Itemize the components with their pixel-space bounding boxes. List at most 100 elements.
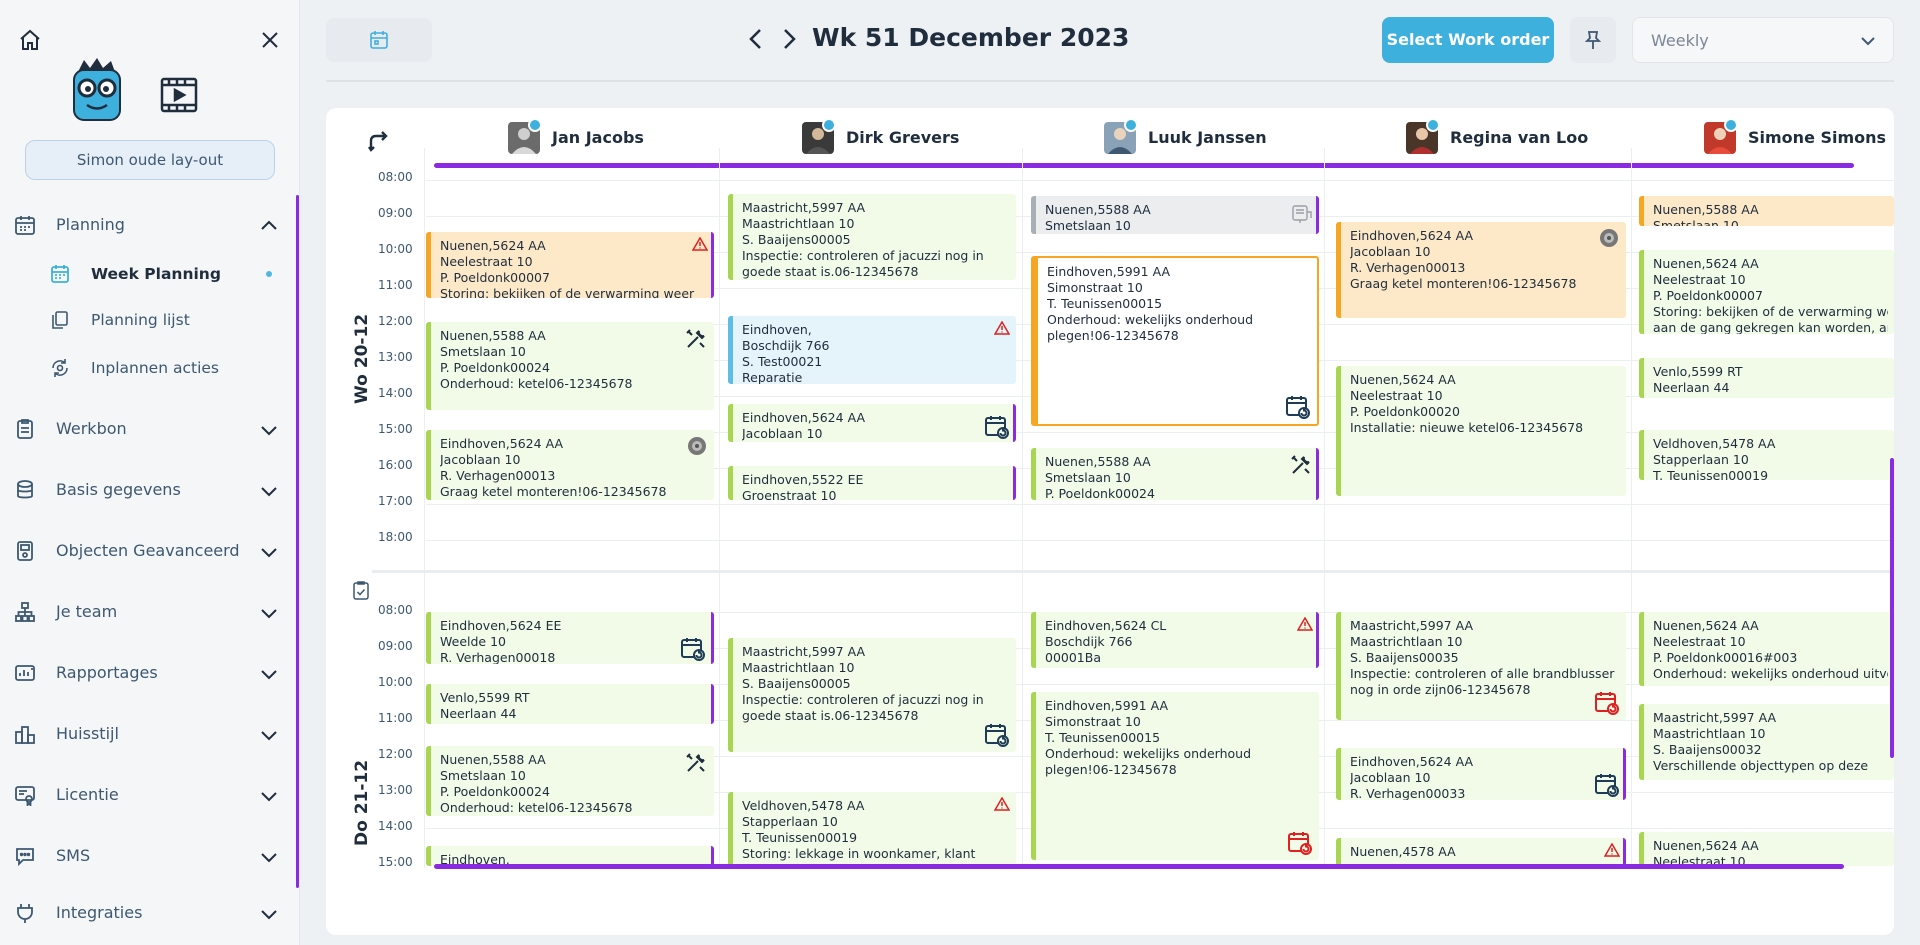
gear-icon bbox=[1600, 229, 1618, 247]
card-line: Inspectie: controleren of alle brandblus… bbox=[1350, 666, 1615, 681]
sidebar-item-rapportages[interactable]: Rapportages bbox=[0, 653, 296, 693]
swap-axes-icon[interactable] bbox=[366, 128, 392, 154]
sidebar-item-basis-gegevens[interactable]: Basis gegevens bbox=[0, 470, 296, 510]
card-line: T. Teunissen00015 bbox=[1047, 296, 1163, 311]
sidebar-item-werkbon[interactable]: Werkbon bbox=[0, 409, 296, 449]
sidebar-item-je-team[interactable]: Je team bbox=[0, 592, 296, 632]
vertical-scrollbar[interactable] bbox=[1890, 458, 1894, 758]
sidebar-item-label: Licentie bbox=[56, 785, 119, 804]
card-line: Maastricht,5997 AA bbox=[742, 644, 866, 659]
work-order-card[interactable]: Venlo,5599 RT Neerlaan 44 bbox=[426, 684, 714, 724]
card-line: Smetslaan 10 bbox=[440, 768, 526, 783]
license-icon bbox=[15, 786, 35, 806]
chevron-down-icon[interactable] bbox=[258, 541, 280, 563]
warning-icon bbox=[1604, 843, 1620, 857]
work-order-card[interactable]: Eindhoven,5522 EE Groenstraat 10 bbox=[728, 466, 1016, 500]
warning-icon bbox=[692, 237, 708, 251]
work-order-card[interactable]: Eindhoven, bbox=[426, 846, 714, 866]
view-mode-select[interactable]: Weekly bbox=[1632, 17, 1894, 63]
card-line: R. Verhagen00033 bbox=[1350, 786, 1466, 800]
next-week-button[interactable] bbox=[778, 26, 800, 52]
work-order-card[interactable]: Nuenen,5624 AA Neelestraat 10 P. Poeldon… bbox=[1639, 250, 1894, 334]
chevron-down-icon[interactable] bbox=[258, 785, 280, 807]
date-picker-button[interactable] bbox=[326, 18, 432, 62]
card-line: Maastricht,5997 AA bbox=[1653, 710, 1777, 725]
work-order-card-selected[interactable]: Eindhoven,5991 AA Simonstraat 10 T. Teun… bbox=[1031, 256, 1319, 426]
sidebar-item-huisstijl[interactable]: Huisstijl bbox=[0, 714, 296, 754]
work-order-card[interactable]: Eindhoven, Boschdijk 766 S. Test00021 Re… bbox=[728, 316, 1016, 384]
work-order-card[interactable]: Eindhoven,5624 AA Jacoblaan 10 R. Verhag… bbox=[1336, 222, 1626, 318]
card-line: goede staat is.06-12345678 bbox=[742, 264, 919, 279]
sidebar-item-planning-lijst[interactable]: Planning lijst bbox=[0, 302, 296, 338]
sidebar-item-planning[interactable]: Planning bbox=[0, 205, 296, 245]
chevron-up-icon[interactable] bbox=[258, 215, 280, 237]
sidebar-item-label: Planning lijst bbox=[91, 311, 190, 329]
pin-icon bbox=[1584, 31, 1602, 49]
sidebar-item-objecten-geavanceerd[interactable]: Objecten Geavanceerd bbox=[0, 531, 296, 571]
home-icon[interactable] bbox=[18, 28, 42, 52]
card-line: Nuenen,5624 AA bbox=[1350, 372, 1456, 387]
work-order-card[interactable]: Nuenen,5624 AA Neelestraat 10 P. Poeldon… bbox=[426, 232, 714, 298]
work-order-card[interactable]: Eindhoven,5624 CL Boschdijk 766 00001Ba bbox=[1031, 612, 1319, 668]
pin-button[interactable] bbox=[1570, 17, 1616, 63]
card-line: P. Poeldonk00024 bbox=[440, 360, 550, 375]
card-line: plegen!06-12345678 bbox=[1047, 328, 1179, 343]
work-order-card[interactable]: Eindhoven,5624 AA Jacoblaan 10 R. Verhag… bbox=[426, 430, 714, 500]
work-order-card[interactable]: Nuenen,5588 AA Smetslaan 10 P. Poeldonk0… bbox=[426, 746, 714, 816]
work-order-card[interactable]: Nuenen,5588 AA Smetslaan 10 P. Poeldonk0… bbox=[426, 322, 714, 410]
chevron-down-icon[interactable] bbox=[258, 903, 280, 925]
day-label: Do 21-12 bbox=[352, 759, 372, 846]
work-order-card[interactable]: Nuenen,5588 AA Smetslaan 10 bbox=[1639, 196, 1894, 226]
sidebar-item-inplannen-acties[interactable]: Inplannen acties bbox=[0, 350, 296, 386]
video-icon[interactable] bbox=[160, 76, 198, 114]
work-order-card[interactable]: Maastricht,5997 AA Maastrichtlaan 10 S. … bbox=[1639, 704, 1894, 780]
sidebar-item-integraties[interactable]: Integraties bbox=[0, 893, 296, 933]
select-work-order-button[interactable]: Select Work order bbox=[1382, 17, 1554, 63]
sidebar-item-week-planning[interactable]: Week Planning bbox=[0, 256, 296, 292]
chevron-down-icon[interactable] bbox=[258, 419, 280, 441]
time-label: 09:00 bbox=[378, 206, 413, 220]
column-divider bbox=[1631, 148, 1632, 868]
work-order-card[interactable]: Nuenen,5624 AA Neelestraat 10 P. Poeldon… bbox=[1336, 366, 1626, 496]
work-order-card[interactable]: Maastricht,5997 AA Maastrichtlaan 10 S. … bbox=[728, 638, 1016, 752]
badge-icon bbox=[822, 118, 836, 132]
chevron-down-icon[interactable] bbox=[258, 663, 280, 685]
work-order-card[interactable]: Venlo,5599 RT Neerlaan 44 bbox=[1639, 358, 1894, 398]
work-order-card[interactable]: Eindhoven,5624 EE Weelde 10 R. Verhagen0… bbox=[426, 612, 714, 664]
old-layout-button[interactable]: Simon oude lay-out bbox=[25, 140, 275, 180]
horizontal-scrollbar-top[interactable] bbox=[434, 163, 1854, 168]
card-line: Eindhoven,5624 EE bbox=[440, 618, 562, 633]
card-line: S. Baaijens00005 bbox=[742, 676, 851, 691]
device-icon bbox=[17, 541, 33, 561]
chevron-down-icon[interactable] bbox=[258, 602, 280, 624]
work-order-card[interactable]: Nuenen,5624 AA Neelestraat 10 P. Poeldon… bbox=[1639, 612, 1894, 686]
work-order-card[interactable]: Eindhoven,5624 AA Jacoblaan 10 bbox=[728, 404, 1016, 442]
horizontal-scrollbar-bottom[interactable] bbox=[434, 864, 1844, 869]
work-order-card[interactable]: Nuenen,5624 AA Neelestraat 10 bbox=[1639, 832, 1894, 866]
work-order-card[interactable]: Maastricht,5997 AA Maastrichtlaan 10 S. … bbox=[1336, 612, 1626, 720]
work-order-card[interactable]: Eindhoven,5991 AA Simonstraat 10 T. Teun… bbox=[1031, 692, 1319, 860]
work-order-card[interactable]: Eindhoven,5624 AA Jacoblaan 10 R. Verhag… bbox=[1336, 748, 1626, 800]
sidebar-item-licentie[interactable]: Licentie bbox=[0, 775, 296, 815]
sidebar-item-label: SMS bbox=[56, 846, 91, 865]
chevron-down-icon[interactable] bbox=[258, 724, 280, 746]
work-order-card[interactable]: Nuenen,4578 AA bbox=[1336, 838, 1626, 866]
card-line: Verschillende objecttypen op deze bbox=[1653, 758, 1869, 773]
chevron-down-icon[interactable] bbox=[258, 846, 280, 868]
card-line: Neelestraat 10 bbox=[1653, 634, 1746, 649]
chevron-down-icon[interactable] bbox=[258, 480, 280, 502]
work-order-card[interactable]: Nuenen,5588 AA Smetslaan 10 P. Poeldonk0… bbox=[1031, 448, 1319, 500]
work-order-card[interactable]: Veldhoven,5478 AA Stapperlaan 10 T. Teun… bbox=[1639, 430, 1894, 480]
card-line: P. Poeldonk00007 bbox=[440, 270, 550, 285]
sidebar-item-sms[interactable]: SMS bbox=[0, 836, 296, 876]
checklist-icon[interactable] bbox=[351, 580, 371, 600]
card-line: Nuenen,5588 AA bbox=[1653, 202, 1759, 217]
sidebar-scrollbar[interactable] bbox=[296, 195, 299, 888]
sidebar-item-label: Planning bbox=[56, 215, 125, 234]
work-order-card[interactable]: Nuenen,5588 AA Smetslaan 10 bbox=[1031, 196, 1319, 234]
previous-week-button[interactable] bbox=[745, 26, 767, 52]
work-order-card[interactable]: Maastricht,5997 AA Maastrichtlaan 10 S. … bbox=[728, 194, 1016, 280]
card-line: Eindhoven,5991 AA bbox=[1045, 698, 1169, 713]
close-icon[interactable] bbox=[258, 28, 282, 52]
work-order-card[interactable]: Veldhoven,5478 AA Stapperlaan 10 T. Teun… bbox=[728, 792, 1016, 868]
